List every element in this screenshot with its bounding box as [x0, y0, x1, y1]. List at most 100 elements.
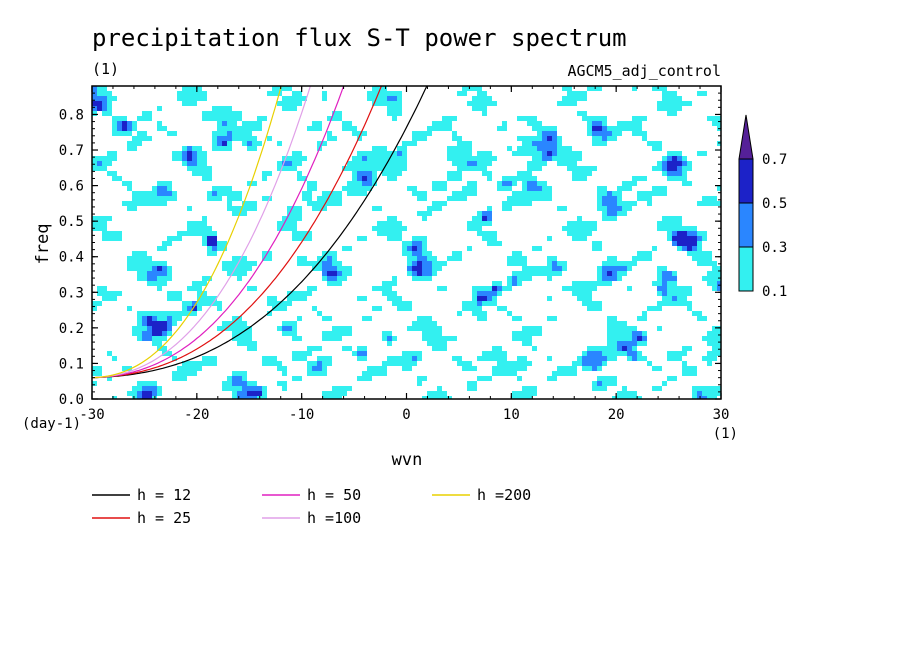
spectrum-cell	[597, 386, 602, 391]
spectrum-cell	[427, 211, 432, 216]
spectrum-cell	[672, 236, 677, 241]
spectrum-cell	[472, 291, 477, 296]
spectrum-cell	[542, 271, 547, 276]
spectrum-cell	[217, 241, 222, 246]
spectrum-cell	[532, 161, 537, 166]
spectrum-cell	[597, 271, 602, 276]
spectrum-cell	[232, 321, 237, 326]
spectrum-cell	[182, 91, 187, 96]
spectrum-cell	[597, 186, 602, 191]
spectrum-cell	[682, 171, 687, 176]
spectrum-cell	[332, 276, 337, 281]
spectrum-cell	[562, 206, 567, 211]
spectrum-cell	[252, 141, 257, 146]
spectrum-cell	[617, 211, 622, 216]
spectrum-cell	[512, 151, 517, 156]
spectrum-cell	[317, 356, 322, 361]
spectrum-cell	[597, 116, 602, 121]
spectrum-cell	[162, 261, 167, 266]
spectrum-cell	[157, 391, 162, 396]
spectrum-cell	[607, 131, 612, 136]
spectrum-cell	[142, 386, 147, 391]
spectrum-cell	[267, 171, 272, 176]
spectrum-cell	[467, 366, 472, 371]
spectrum-cell	[642, 331, 647, 336]
spectrum-cell	[482, 211, 487, 216]
spectrum-cell	[102, 236, 107, 241]
spectrum-cell	[702, 91, 707, 96]
spectrum-cell	[402, 151, 407, 156]
spectrum-cell	[457, 196, 462, 201]
spectrum-cell	[297, 216, 302, 221]
spectrum-cell	[227, 261, 232, 266]
spectrum-cell	[182, 151, 187, 156]
x-unit-label: (1)	[713, 426, 738, 442]
spectrum-cell	[567, 156, 572, 161]
spectrum-cell	[237, 396, 242, 399]
spectrum-cell	[467, 386, 472, 391]
spectrum-cell	[627, 126, 632, 131]
spectrum-cell	[282, 101, 287, 106]
spectrum-cell	[207, 111, 212, 116]
spectrum-cell	[532, 181, 537, 186]
spectrum-cell	[112, 296, 117, 301]
spectrum-cell	[202, 356, 207, 361]
spectrum-cell	[427, 251, 432, 256]
spectrum-cell	[697, 236, 702, 241]
spectrum-cell	[222, 241, 227, 246]
spectrum-cell	[372, 206, 377, 211]
spectrum-cell	[552, 156, 557, 161]
spectrum-cell	[232, 326, 237, 331]
spectrum-cell	[157, 106, 162, 111]
spectrum-cell	[632, 396, 637, 399]
spectrum-cell	[92, 111, 97, 116]
spectrum-cell	[317, 121, 322, 126]
spectrum-cell	[422, 246, 427, 251]
spectrum-cell	[487, 221, 492, 226]
spectrum-cell	[362, 376, 367, 381]
spectrum-cell	[192, 161, 197, 166]
spectrum-cell	[552, 131, 557, 136]
spectrum-cell	[317, 261, 322, 266]
spectrum-cell	[392, 216, 397, 221]
spectrum-cell	[257, 386, 262, 391]
spectrum-cell	[702, 276, 707, 281]
spectrum-cell	[342, 271, 347, 276]
spectrum-cell	[347, 191, 352, 196]
spectrum-cell	[212, 356, 217, 361]
spectrum-cell	[187, 156, 192, 161]
spectrum-cell	[597, 301, 602, 306]
spectrum-cell	[147, 336, 152, 341]
spectrum-cell	[267, 256, 272, 261]
spectrum-cell	[542, 156, 547, 161]
spectrum-cell	[272, 356, 277, 361]
spectrum-cell	[617, 121, 622, 126]
spectrum-cell	[717, 141, 721, 146]
spectrum-cell	[592, 306, 597, 311]
spectrum-cell	[497, 186, 502, 191]
spectrum-cell	[412, 191, 417, 196]
spectrum-cell	[662, 161, 667, 166]
spectrum-cell	[362, 156, 367, 161]
spectrum-cell	[512, 331, 517, 336]
spectrum-cell	[262, 386, 267, 391]
spectrum-cell	[682, 366, 687, 371]
spectrum-cell	[517, 116, 522, 121]
spectrum-cell	[357, 236, 362, 241]
spectrum-cell	[662, 106, 667, 111]
spectrum-cell	[282, 226, 287, 231]
spectrum-cell	[587, 286, 592, 291]
spectrum-cell	[677, 286, 682, 291]
spectrum-cell	[572, 151, 577, 156]
spectrum-cell	[597, 356, 602, 361]
spectrum-cell	[527, 181, 532, 186]
spectrum-cell	[542, 146, 547, 151]
spectrum-cell	[462, 191, 467, 196]
spectrum-cell	[462, 91, 467, 96]
spectrum-cell	[302, 351, 307, 356]
spectrum-cell	[617, 331, 622, 336]
spectrum-cell	[332, 396, 337, 399]
spectrum-cell	[252, 136, 257, 141]
spectrum-cell	[472, 221, 477, 226]
spectrum-cell	[387, 341, 392, 346]
